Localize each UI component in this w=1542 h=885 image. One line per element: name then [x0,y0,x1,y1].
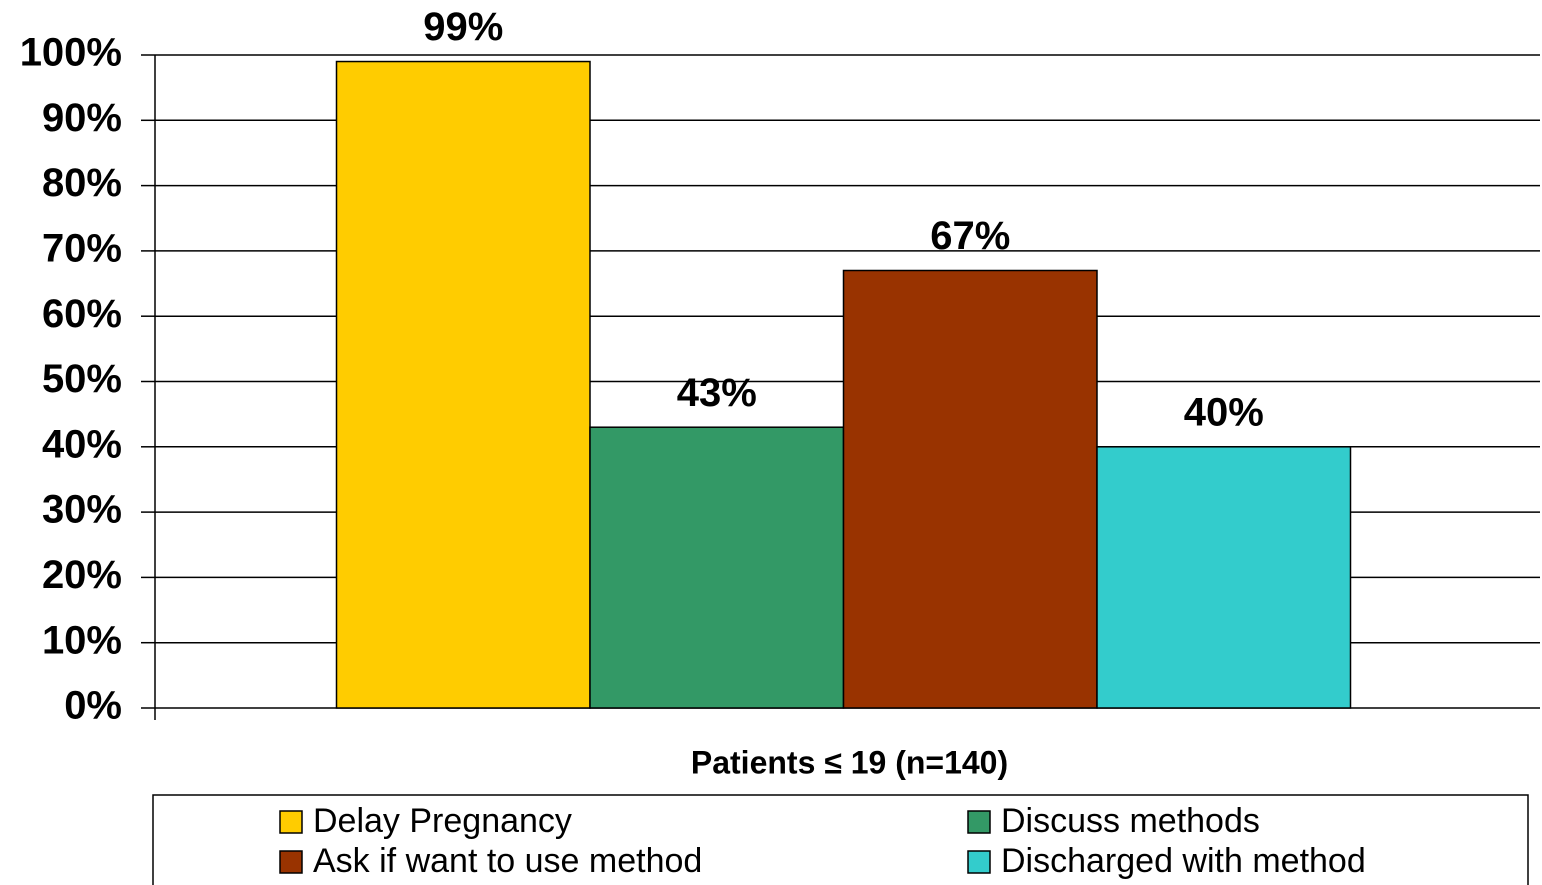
y-tick-label: 70% [42,226,122,270]
legend-label: Discharged with method [1001,842,1366,880]
data-label: 43% [677,371,757,415]
legend-swatch [967,810,991,834]
legend-label: Ask if want to use method [313,842,702,880]
data-label: 67% [930,214,1010,258]
y-tick-label: 100% [20,31,122,75]
legend-box [152,794,1529,885]
bar [1096,446,1352,709]
legend-label: Delay Pregnancy [313,802,572,840]
y-tick-label: 50% [42,357,122,401]
y-tick-label: 40% [42,422,122,466]
bar [842,269,1098,709]
bar [589,426,845,709]
y-tick-label: 0% [64,684,122,728]
x-tick-label: Patients ≤ 19 (n=140) [691,744,1008,780]
y-tick-label: 10% [42,618,122,662]
bar [335,60,591,709]
data-label: 40% [1184,390,1264,434]
data-label: 99% [423,5,503,49]
y-tick-label: 80% [42,161,122,205]
legend-swatch [967,850,991,874]
legend-swatch [279,810,303,834]
legend-swatch [279,850,303,874]
y-tick-label: 90% [42,96,122,140]
y-tick-label: 20% [42,553,122,597]
y-tick-label: 30% [42,488,122,532]
y-tick-label: 60% [42,292,122,336]
legend-label: Discuss methods [1001,802,1260,840]
